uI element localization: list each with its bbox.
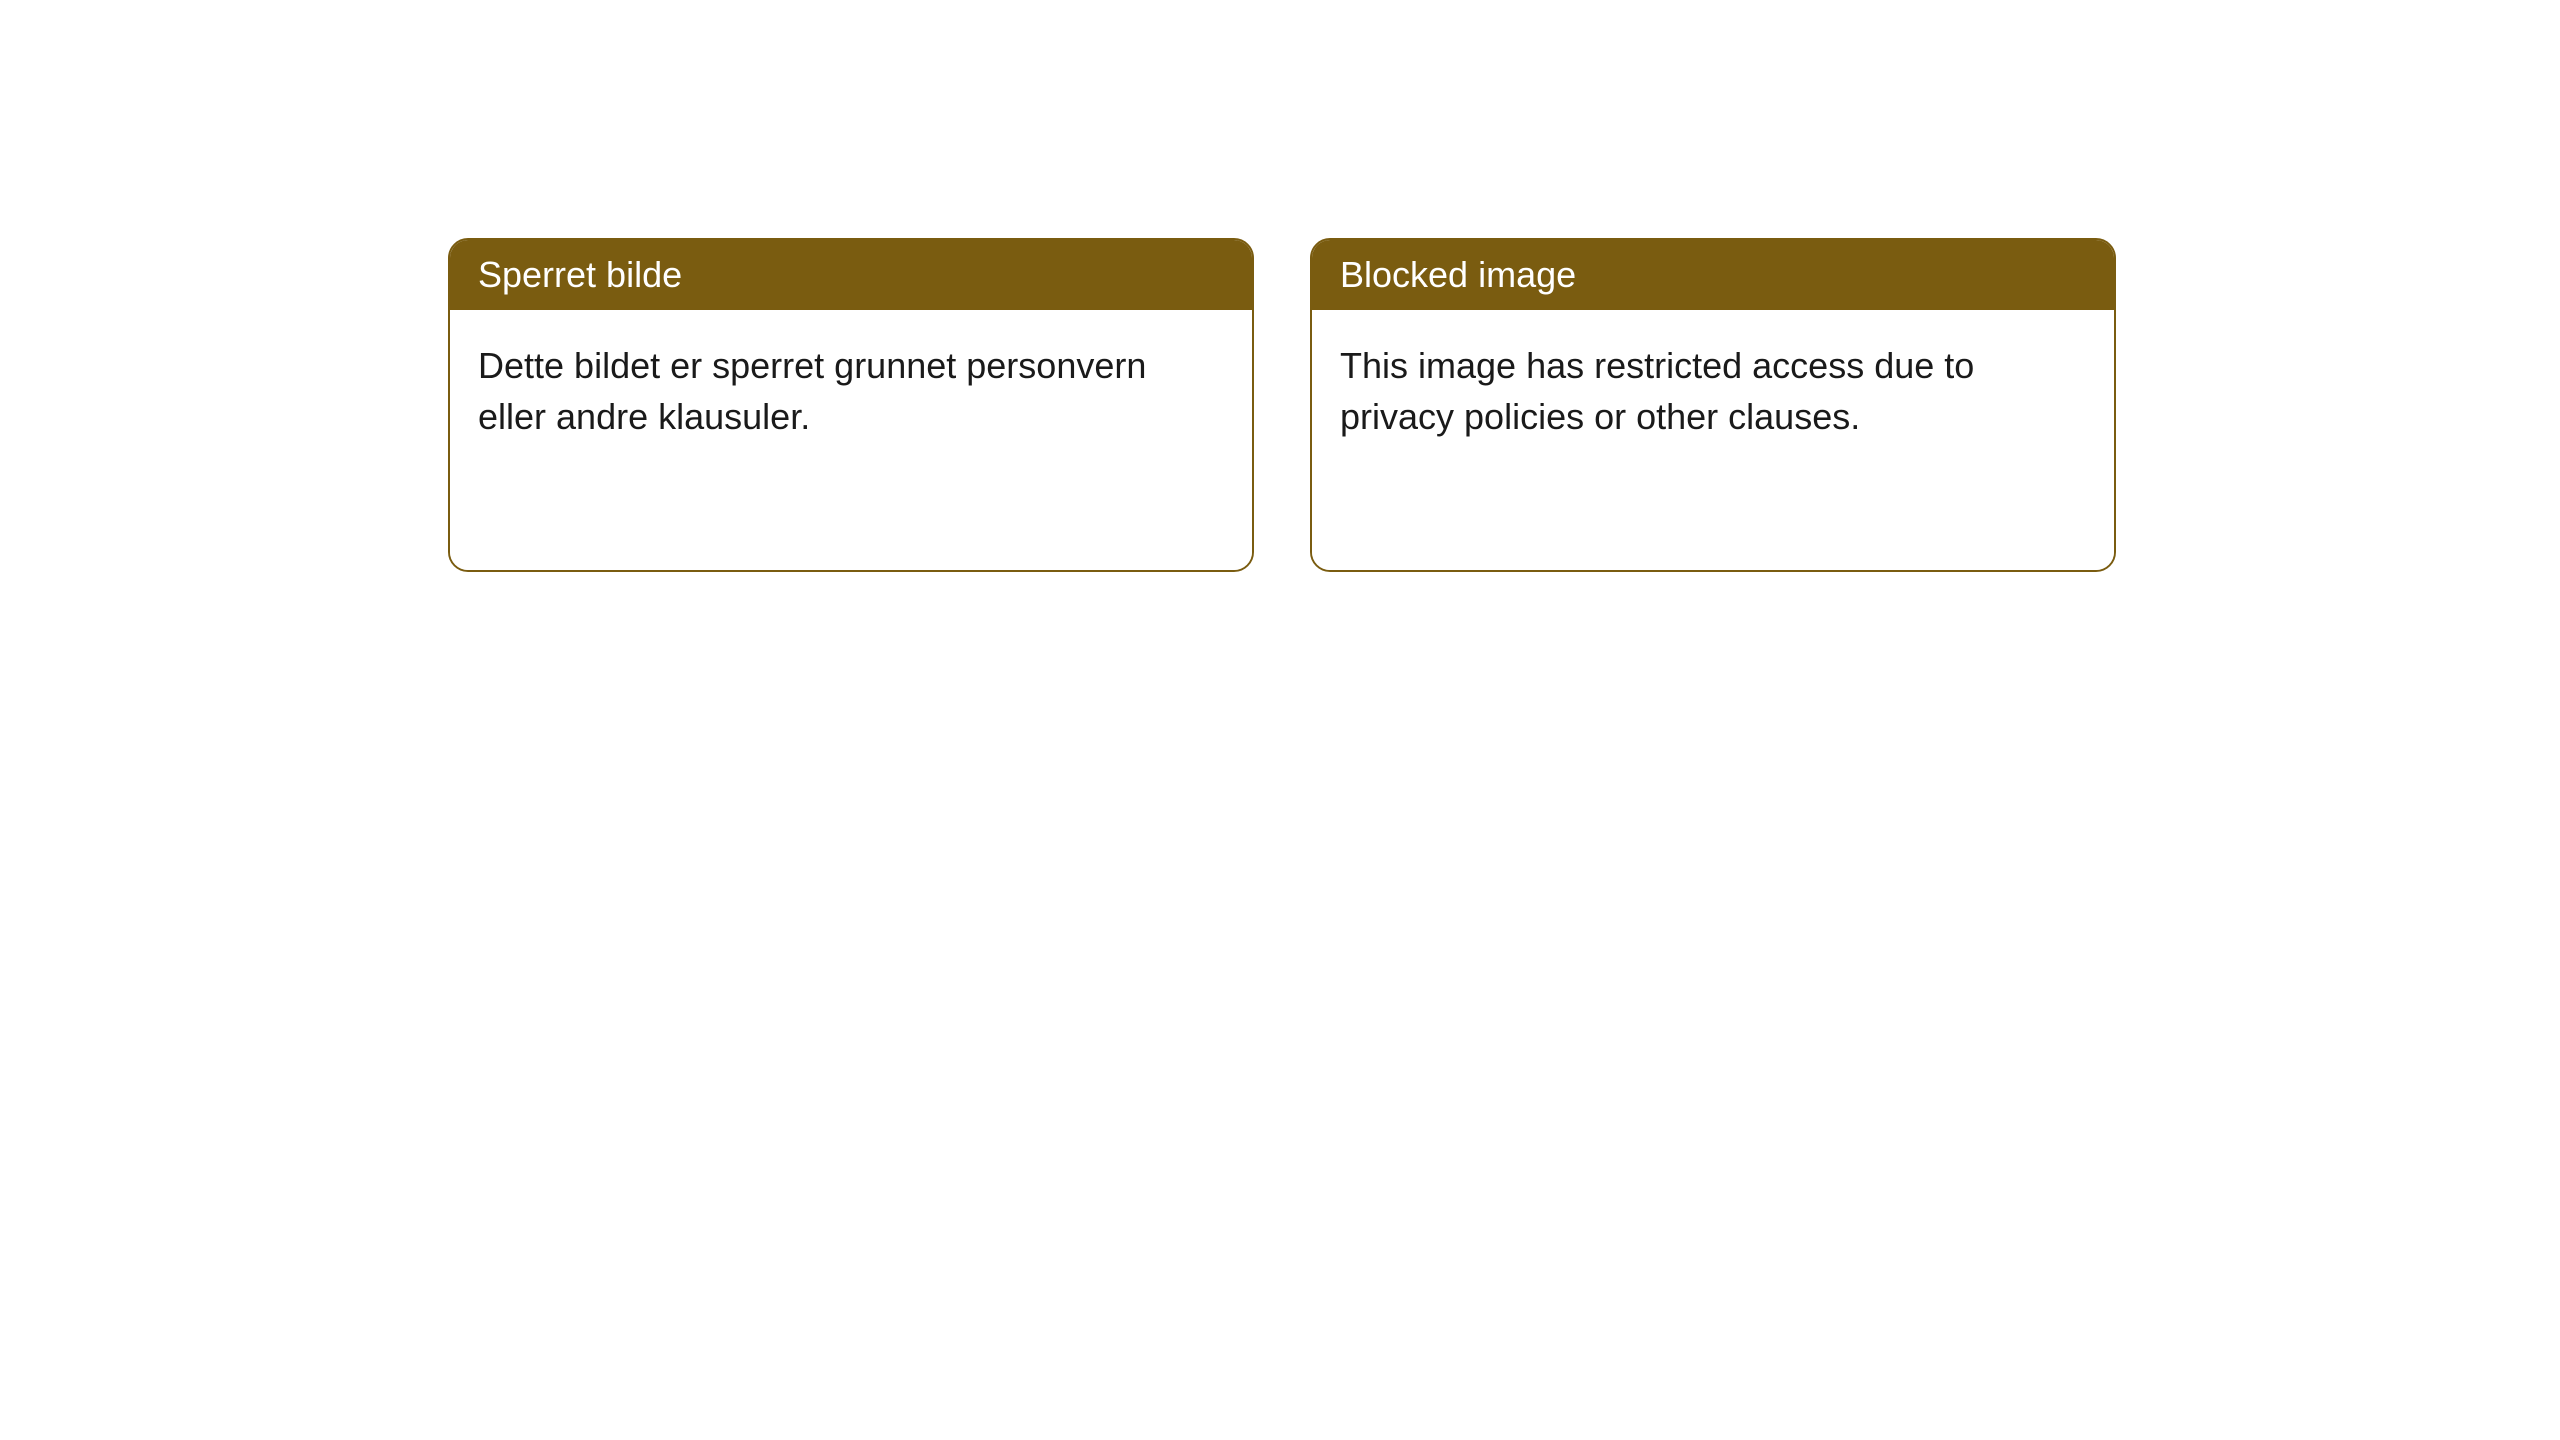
notice-cards-container: Sperret bilde Dette bildet er sperret gr… — [0, 0, 2560, 572]
blocked-image-card-english: Blocked image This image has restricted … — [1310, 238, 2116, 572]
card-body: This image has restricted access due to … — [1312, 310, 2114, 570]
card-title: Blocked image — [1312, 240, 2114, 310]
card-title: Sperret bilde — [450, 240, 1252, 310]
card-body: Dette bildet er sperret grunnet personve… — [450, 310, 1252, 570]
blocked-image-card-norwegian: Sperret bilde Dette bildet er sperret gr… — [448, 238, 1254, 572]
